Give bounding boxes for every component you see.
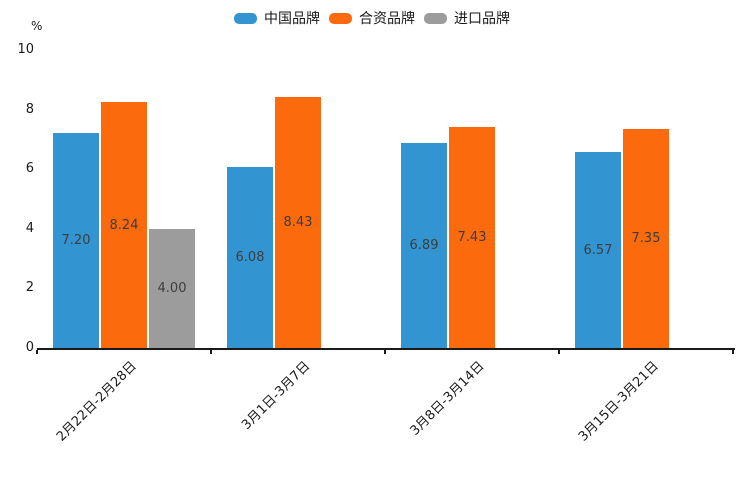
legend-swatch-china-brand xyxy=(234,12,257,24)
x-tick-label: 3月8日-3月14日 xyxy=(407,358,488,439)
bar-joint-venture-brand-1: 8.43 xyxy=(275,97,321,348)
x-axis-line xyxy=(37,348,735,350)
x-tick-label: 2月22日-2月28日 xyxy=(53,358,140,445)
bar-value-label: 6.57 xyxy=(583,242,613,258)
bar-value-label: 7.35 xyxy=(631,231,661,246)
y-tick-label: 2 xyxy=(25,280,34,295)
bar-china-brand-1: 6.08 xyxy=(227,167,273,348)
legend-item-china-brand: 中国品牌 xyxy=(234,8,320,28)
bar-china-brand-2: 6.89 xyxy=(401,143,447,348)
y-tick-label: 8 xyxy=(25,102,34,117)
bar-value-label: 7.43 xyxy=(457,230,487,245)
legend-item-imported-brand: 进口品牌 xyxy=(424,8,510,28)
x-tick-label: 3月15日-3月21日 xyxy=(575,358,662,445)
x-tick-mark xyxy=(558,350,560,354)
bar-joint-venture-brand-3: 7.35 xyxy=(623,129,669,348)
bar-value-label: 7.20 xyxy=(61,233,91,248)
legend-swatch-joint-venture-brand xyxy=(329,12,352,24)
legend-label-china-brand: 中国品牌 xyxy=(264,11,320,27)
x-tick-mark xyxy=(36,350,38,354)
legend-label-imported-brand: 进口品牌 xyxy=(454,11,510,27)
x-tick-mark xyxy=(210,350,212,354)
bar-china-brand-3: 6.57 xyxy=(575,152,621,348)
legend: 中国品牌 合资品牌 进口品牌 xyxy=(0,8,744,28)
bar-value-label: 8.43 xyxy=(283,215,313,230)
bar-imported-brand-0: 4.00 xyxy=(149,229,195,348)
bar-value-label: 6.89 xyxy=(409,238,439,253)
x-tick-label: 3月1日-3月7日 xyxy=(239,358,314,433)
bar-value-label: 8.24 xyxy=(109,217,139,233)
y-tick-label: 0 xyxy=(25,340,34,355)
bar-joint-venture-brand-0: 8.24 xyxy=(101,102,147,348)
legend-label-joint-venture-brand: 合资品牌 xyxy=(359,11,415,27)
legend-item-joint-venture-brand: 合资品牌 xyxy=(329,8,415,28)
y-tick-label: 10 xyxy=(17,42,34,57)
bar-value-label: 6.08 xyxy=(235,250,265,265)
y-tick-label: 4 xyxy=(25,221,34,236)
x-tick-mark xyxy=(384,350,386,354)
y-tick-label: 6 xyxy=(25,161,34,176)
bar-value-label: 4.00 xyxy=(157,281,187,296)
x-tick-mark xyxy=(732,350,734,354)
legend-swatch-imported-brand xyxy=(424,12,447,24)
bar-china-brand-0: 7.20 xyxy=(53,133,99,348)
bar-joint-venture-brand-2: 7.43 xyxy=(449,127,495,348)
y-axis-unit-label: % xyxy=(31,19,43,33)
